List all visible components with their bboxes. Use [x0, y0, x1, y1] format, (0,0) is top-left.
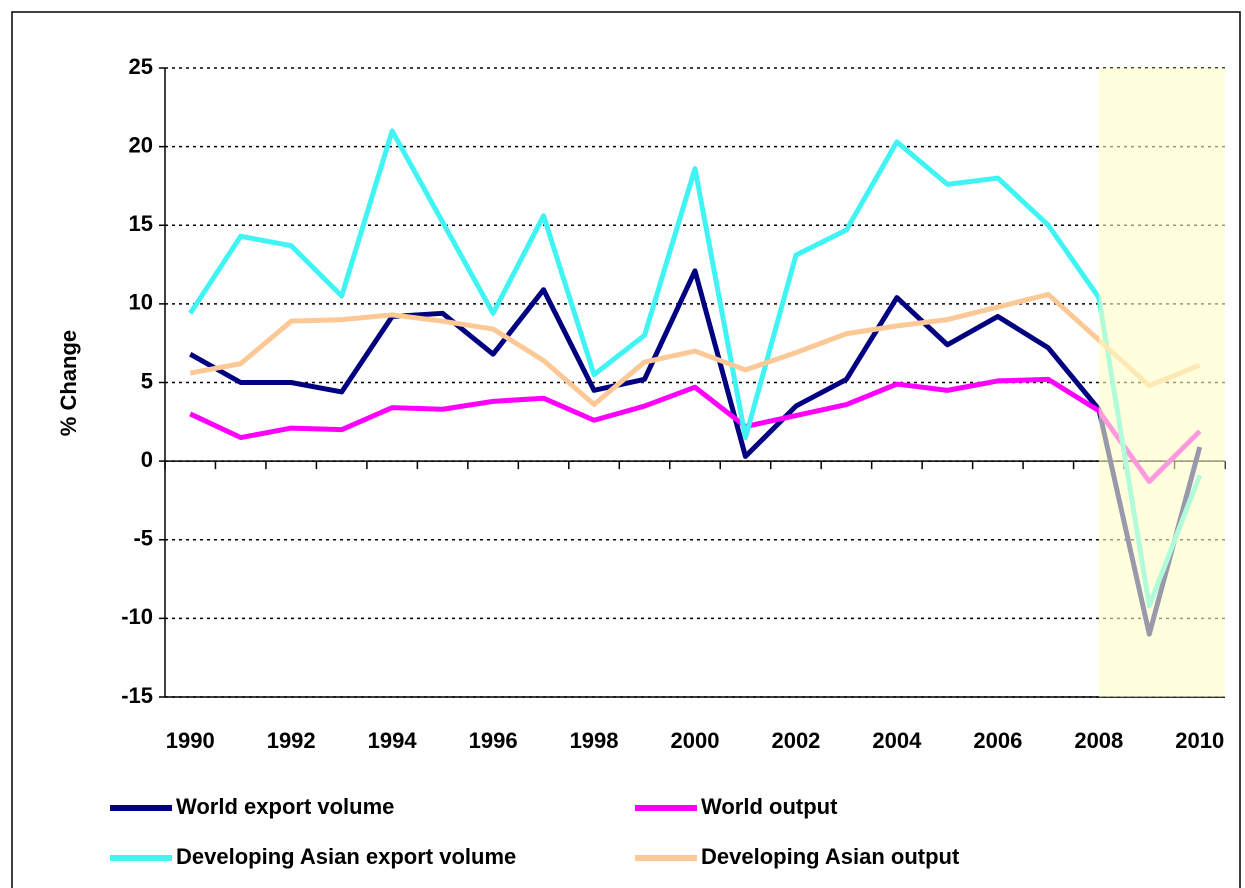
x-tick-label: 2006 [973, 728, 1022, 753]
legend-label: World export volume [176, 794, 394, 819]
chart-frame [11, 11, 1241, 888]
shaded-region [1098, 68, 1225, 697]
y-tick-label: 5 [141, 368, 153, 393]
x-tick-label: 1994 [368, 728, 418, 753]
y-tick-label: -10 [121, 604, 153, 629]
x-tick-label: 2004 [872, 728, 922, 753]
series-line [189, 291, 1201, 408]
x-tick-label: 1990 [166, 728, 215, 753]
legend-label: Developing Asian export volume [176, 844, 516, 869]
x-tick-label: 1998 [570, 728, 619, 753]
series-line [188, 128, 1203, 609]
y-axis-title: % Change [56, 330, 81, 436]
series-line [189, 268, 1203, 637]
legend-label: World output [701, 794, 838, 819]
y-tick-label: 25 [129, 54, 153, 79]
y-tick-label: 10 [129, 290, 153, 315]
y-tick-label: 20 [129, 132, 153, 157]
x-tick-label: 1996 [469, 728, 518, 753]
y-tick-label: -15 [121, 683, 153, 708]
x-tick-label: 2008 [1074, 728, 1123, 753]
x-tick-label: 2002 [771, 728, 820, 753]
x-tick-label: 2000 [671, 728, 720, 753]
x-tick-label: 1992 [267, 728, 316, 753]
series-line [189, 376, 1202, 485]
y-tick-label: 15 [129, 211, 153, 236]
legend-label: Developing Asian output [701, 844, 960, 869]
y-tick-label: -5 [133, 526, 153, 551]
y-tick-label: 0 [141, 447, 153, 472]
x-tick-label: 2010 [1175, 728, 1224, 753]
